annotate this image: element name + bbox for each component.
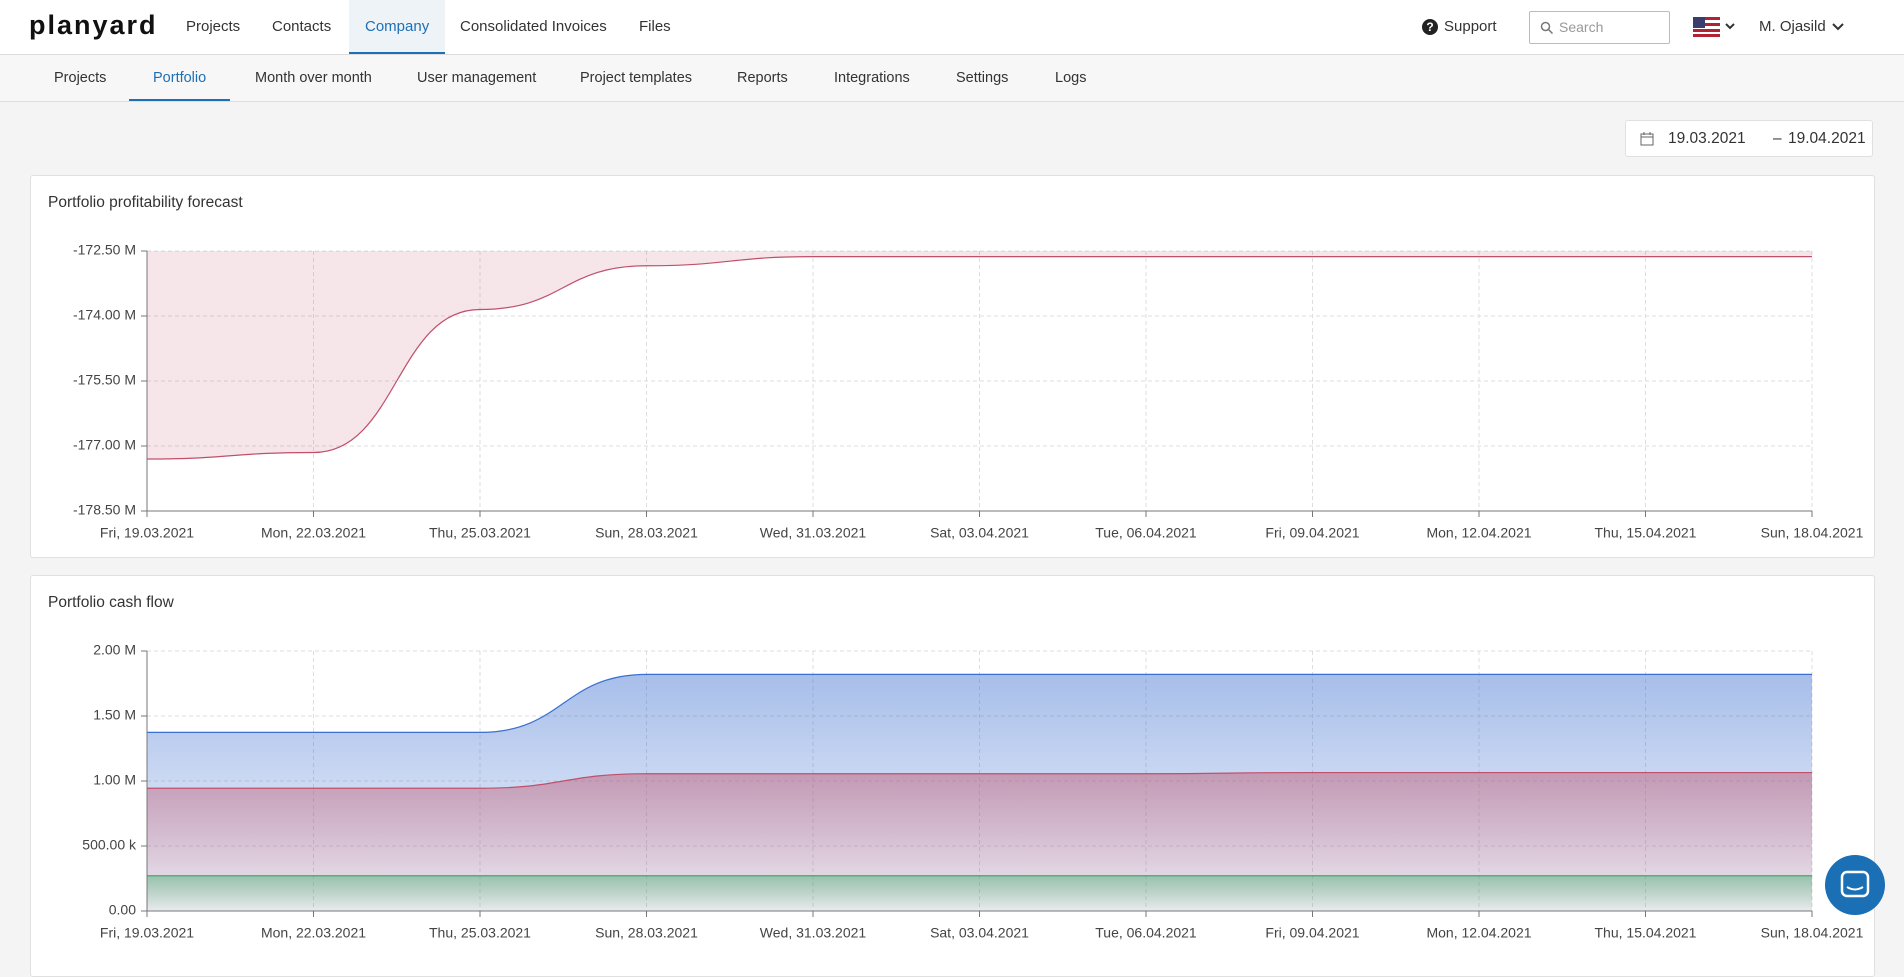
calendar-icon (1640, 132, 1654, 146)
x-tick-label: Thu, 25.03.2021 (429, 925, 531, 941)
x-tick-label: Thu, 15.04.2021 (1595, 925, 1697, 941)
sub-nav: Projects Portfolio Month over month User… (0, 55, 1904, 102)
subnav-item[interactable]: User management (417, 70, 537, 86)
y-tick-label: 1.00 M (93, 772, 136, 788)
support-icon[interactable]: ? (1421, 18, 1439, 36)
x-tick-label: Fri, 19.03.2021 (100, 925, 194, 941)
x-tick-label: Sun, 28.03.2021 (595, 925, 698, 941)
date-range-picker[interactable]: 19.03.2021 – 19.04.2021 (1625, 120, 1873, 157)
x-tick-label: Mon, 22.03.2021 (261, 925, 366, 941)
x-tick-label: Thu, 25.03.2021 (429, 525, 531, 541)
y-tick-label: -177.00 M (73, 437, 136, 453)
x-tick-label: Sat, 03.04.2021 (930, 525, 1029, 541)
chart-title: Portfolio cash flow (48, 594, 174, 611)
x-tick-label: Sun, 28.03.2021 (595, 525, 698, 541)
chart-title: Portfolio profitability forecast (48, 194, 243, 211)
x-tick-label: Mon, 22.03.2021 (261, 525, 366, 541)
x-tick-label: Fri, 19.03.2021 (100, 525, 194, 541)
x-tick-label: Sun, 18.04.2021 (1761, 925, 1864, 941)
nav-item[interactable]: Projects (186, 18, 241, 35)
y-tick-label: -178.50 M (73, 502, 136, 518)
x-tick-label: Mon, 12.04.2021 (1426, 925, 1531, 941)
x-tick-label: Mon, 12.04.2021 (1426, 525, 1531, 541)
nav-item[interactable]: Contacts (272, 18, 332, 35)
chart: -178.50 M -177.00 M -175.50 M -174.00 M -172… (73, 242, 1864, 541)
nav-item-active[interactable]: Company (349, 0, 446, 54)
subnav-item[interactable]: Reports (737, 70, 788, 86)
subnav-item[interactable]: Logs (1055, 70, 1087, 86)
y-tick-label: 1.50 M (93, 707, 136, 723)
y-tick-label: -172.50 M (73, 242, 136, 258)
chevron (1832, 23, 1844, 31)
subnav-item[interactable]: Project templates (580, 70, 693, 86)
x-tick-label: Sat, 03.04.2021 (930, 925, 1029, 941)
top-bar: planyard Projects Contacts Company Conso… (0, 0, 1904, 55)
svg-text:?: ? (1426, 20, 1433, 34)
series-line (146, 673, 1812, 733)
date-start: 19.03.2021 (1668, 130, 1746, 147)
nav-item[interactable]: Files (639, 18, 671, 35)
nav-item[interactable]: Consolidated Invoices (460, 18, 607, 35)
y-tick-label: 0.00 (109, 902, 136, 918)
chart-card: Portfolio cash flow 0.00 500.00 k 1.00 M 1.… (30, 575, 1875, 977)
language-selector[interactable] (1693, 17, 1739, 37)
user-menu[interactable]: M. Ojasild (1759, 18, 1826, 35)
search-placeholder: Search (1559, 19, 1604, 35)
x-tick-label: Fri, 09.04.2021 (1265, 925, 1359, 941)
logo[interactable]: planyard (29, 10, 158, 40)
x-tick-label: Tue, 06.04.2021 (1095, 925, 1197, 941)
series-line (146, 771, 1812, 789)
x-tick-label: Thu, 15.04.2021 (1595, 525, 1697, 541)
date-separator: – (1773, 130, 1782, 147)
search-box[interactable]: Search (1529, 11, 1670, 44)
subnav-item-active[interactable]: Portfolio (129, 55, 231, 101)
series-line (146, 256, 1812, 460)
support-link[interactable]: Support (1444, 18, 1497, 35)
chart: 0.00 500.00 k 1.00 M 1.50 M 2.00 M Fri, 19.03… (82, 642, 1864, 941)
x-tick-label: Tue, 06.04.2021 (1095, 525, 1197, 541)
subnav-item[interactable]: Integrations (834, 70, 910, 86)
subnav-item[interactable]: Projects (54, 70, 107, 86)
x-tick-label: Fri, 09.04.2021 (1265, 525, 1359, 541)
subnav-item[interactable]: Month over month (255, 70, 372, 86)
x-tick-label: Wed, 31.03.2021 (760, 925, 867, 941)
date-end: 19.04.2021 (1788, 130, 1866, 147)
search-icon (1540, 21, 1554, 35)
area-fill (147, 875, 1812, 911)
x-tick-label: Wed, 31.03.2021 (760, 525, 867, 541)
subnav-item[interactable]: Settings (956, 70, 1009, 86)
chat-button[interactable] (1824, 854, 1886, 916)
x-tick-label: Sun, 18.04.2021 (1761, 525, 1864, 541)
y-tick-label: -175.50 M (73, 372, 136, 388)
y-tick-label: 2.00 M (93, 642, 136, 658)
y-tick-label: 500.00 k (82, 837, 137, 853)
y-tick-label: -174.00 M (73, 307, 136, 323)
area-fill (147, 251, 1812, 459)
chart-card: Portfolio profitability forecast -178.50… (30, 175, 1875, 558)
